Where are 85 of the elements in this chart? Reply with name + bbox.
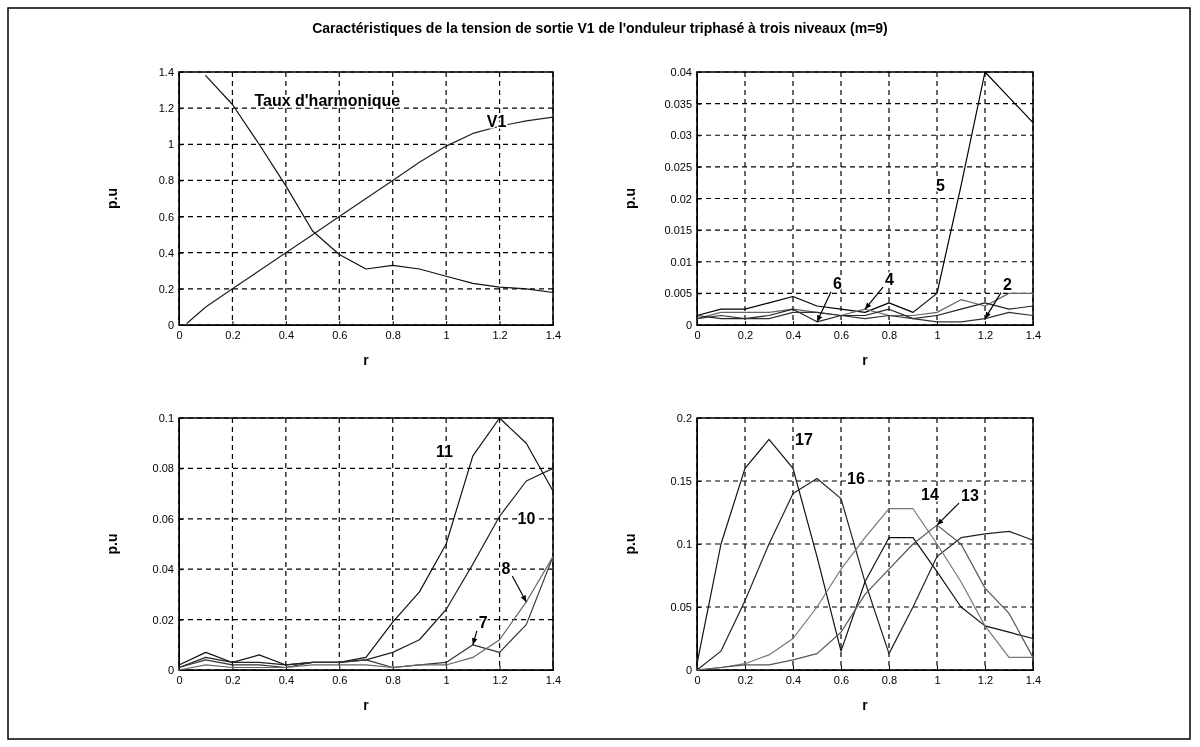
x-axis-title: r (363, 352, 370, 368)
x-tick-label: 1.2 (492, 673, 508, 686)
y-tick-label: 0.8 (158, 174, 174, 187)
x-tick-label: 0.2 (225, 673, 241, 686)
line-series (186, 116, 554, 324)
x-tick-label: 0.6 (332, 673, 348, 686)
x-tick-label: 1.2 (492, 328, 508, 341)
series-label: 6 (833, 275, 842, 293)
y-axis-title: p.u (622, 188, 638, 209)
y-tick-label: 0.01 (670, 255, 692, 268)
x-axis-title: r (862, 352, 869, 368)
y-tick-label: 0.08 (152, 462, 174, 475)
y-tick-label: 0 (167, 319, 174, 332)
x-tick-label: 0.8 (385, 328, 401, 341)
x-tick-label: 0.8 (881, 328, 898, 341)
series-label: 10 (517, 509, 536, 527)
series-label: 11 (435, 443, 453, 461)
x-tick-label: 0.2 (737, 328, 754, 341)
y-tick-label: 0.1 (676, 538, 692, 551)
x-tick-label: 0 (694, 328, 701, 341)
y-tick-label: 0 (685, 319, 692, 332)
x-tick-label: 1.4 (1025, 673, 1042, 686)
x-tick-label: 0.4 (278, 328, 295, 341)
x-tick-label: 0.4 (785, 673, 802, 686)
x-tick-label: 0.6 (833, 328, 850, 341)
x-tick-label: 0 (694, 673, 701, 686)
x-axis-title: r (363, 697, 370, 713)
x-tick-label: 0.8 (881, 673, 898, 686)
line-series (205, 75, 554, 294)
x-tick-label: 1 (934, 673, 941, 686)
y-axis-title: p.u (104, 188, 120, 209)
y-tick-label: 0.02 (670, 192, 692, 205)
series-label: 16 (847, 470, 865, 488)
series-label: 2 (1003, 276, 1012, 294)
x-tick-label: 1 (443, 328, 450, 341)
series-label: Taux d'harmonique (254, 92, 401, 110)
x-tick-label: 1.4 (545, 328, 562, 341)
y-tick-label: 0.02 (152, 613, 174, 626)
x-tick-label: 0.2 (737, 673, 754, 686)
y-tick-label: 0 (685, 664, 692, 677)
x-tick-label: 1 (934, 328, 941, 341)
y-tick-label: 1 (167, 138, 174, 151)
line-series (696, 292, 1034, 320)
x-tick-label: 0.4 (278, 673, 295, 686)
y-tick-label: 1.4 (158, 66, 174, 79)
x-tick-label: 1.2 (977, 673, 994, 686)
x-tick-label: 0.8 (385, 673, 401, 686)
series-label: 7 (478, 614, 488, 632)
x-tick-label: 0.2 (225, 328, 241, 341)
series-label: 4 (885, 270, 894, 288)
series-label: 17 (795, 431, 813, 449)
text: Caractéristiques de la tension de sortie V1 de l'onduleur triphasé à trois niveaux (m=9) (312, 20, 888, 36)
y-tick-label: 0.6 (158, 210, 174, 223)
x-tick-label: 1 (443, 673, 450, 686)
y-tick-label: 0.005 (664, 287, 692, 300)
y-tick-label: 0.06 (152, 512, 174, 525)
y-tick-label: 0.025 (664, 160, 692, 173)
x-tick-label: 1.2 (977, 328, 994, 341)
series-label: 14 (921, 486, 939, 504)
series-label: 5 (936, 177, 946, 195)
y-tick-label: 0.4 (158, 246, 174, 259)
y-tick-label: 0 (167, 664, 174, 677)
y-tick-label: 0.2 (676, 412, 692, 425)
x-tick-label: 1.4 (545, 673, 562, 686)
y-tick-label: 1.2 (158, 102, 174, 115)
y-axis-title: p.u (622, 533, 638, 555)
x-tick-label: 0.4 (785, 328, 802, 341)
y-tick-label: 0.04 (670, 66, 692, 79)
y-tick-label: 0.035 (664, 97, 692, 110)
x-tick-label: 1.4 (1025, 328, 1042, 341)
x-tick-label: 0 (176, 673, 183, 686)
series-label: V1 (486, 113, 507, 131)
y-axis-title: p.u (104, 533, 120, 555)
x-tick-label: 0.6 (332, 328, 348, 341)
y-tick-label: 0.15 (670, 475, 692, 488)
x-axis-title: r (862, 697, 869, 713)
y-tick-label: 0.04 (152, 563, 174, 576)
y-tick-label: 0.2 (158, 282, 174, 295)
x-tick-label: 0.6 (833, 673, 850, 686)
series-label: 13 (961, 486, 979, 504)
y-tick-label: 0.1 (158, 412, 174, 425)
x-tick-label: 0 (176, 328, 183, 341)
y-tick-label: 0.03 (670, 129, 692, 142)
y-tick-label: 0.05 (670, 601, 692, 614)
y-tick-label: 0.015 (664, 224, 692, 237)
